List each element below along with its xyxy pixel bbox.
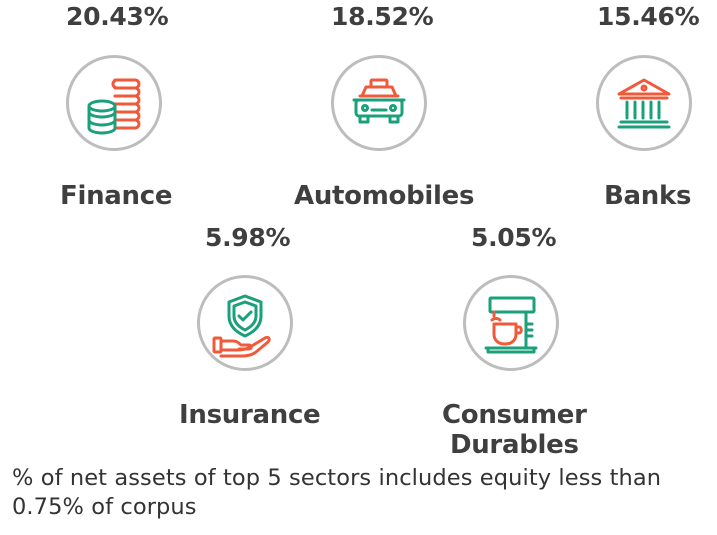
car-icon (352, 78, 406, 124)
automobiles-percent: 18.52% (331, 2, 434, 31)
banks-percent: 15.46% (597, 2, 700, 31)
consumer-durables-label: Consumer Durables (442, 400, 587, 460)
automobiles-label: Automobiles (294, 181, 475, 211)
banks-icon-circle (596, 55, 692, 151)
coins-stack-icon (87, 78, 141, 135)
bank-building-icon (617, 78, 671, 129)
banks-label: Banks (604, 181, 692, 211)
insurance-percent: 5.98% (205, 223, 291, 252)
consumer-durables-icon-circle (463, 275, 559, 371)
finance-label: Finance (60, 181, 173, 211)
consumer-durables-percent: 5.05% (471, 223, 557, 252)
consumer-durables-label-line2: Durables (449, 430, 579, 460)
finance-icon-circle (66, 55, 162, 151)
consumer-durables-label-line1: Consumer (442, 400, 587, 430)
finance-percent: 20.43% (66, 2, 169, 31)
automobiles-icon-circle (331, 55, 427, 151)
insurance-label: Insurance (179, 400, 321, 430)
shield-hand-icon (212, 294, 271, 358)
coffee-machine-icon (484, 296, 538, 354)
footnote: % of net assets of top 5 sectors include… (12, 465, 662, 520)
insurance-icon-circle (197, 275, 293, 371)
